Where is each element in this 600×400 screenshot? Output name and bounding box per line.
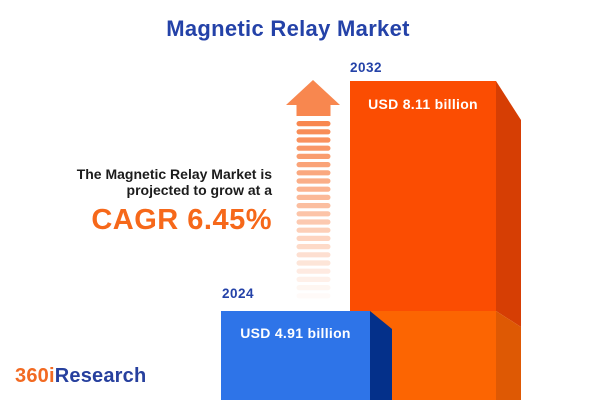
- annotation-line-1: The Magnetic Relay Market is: [76, 166, 272, 182]
- bar-value-2024: USD 4.91 billion: [240, 325, 351, 341]
- year-label-2032: 2032: [350, 60, 383, 75]
- chart-title: Magnetic Relay Market: [166, 16, 410, 41]
- bar-2032-side-face-lower: [496, 311, 521, 400]
- annotation-line-2: projected to grow at a: [126, 181, 272, 198]
- annotation-block: The Magnetic Relay Market is projected t…: [32, 166, 272, 237]
- brand-logo-research: Research: [54, 365, 147, 387]
- cagr-value: CAGR 6.45%: [91, 204, 272, 236]
- bar-2024-front-face: [221, 311, 370, 400]
- bar-2024-side-face: [370, 311, 392, 400]
- year-label-2024: 2024: [222, 286, 255, 301]
- bar-value-2032: USD 8.11 billion: [368, 96, 478, 112]
- bar-2032-side-face: [496, 81, 521, 327]
- growth-arrow-head-icon: [286, 80, 340, 116]
- brand-logo: 360iResearch: [15, 365, 146, 388]
- brand-logo-360i: 360i: [15, 365, 55, 387]
- arrow-shaft-stripes: [296, 121, 331, 299]
- bar-2032-front-face: [350, 81, 496, 311]
